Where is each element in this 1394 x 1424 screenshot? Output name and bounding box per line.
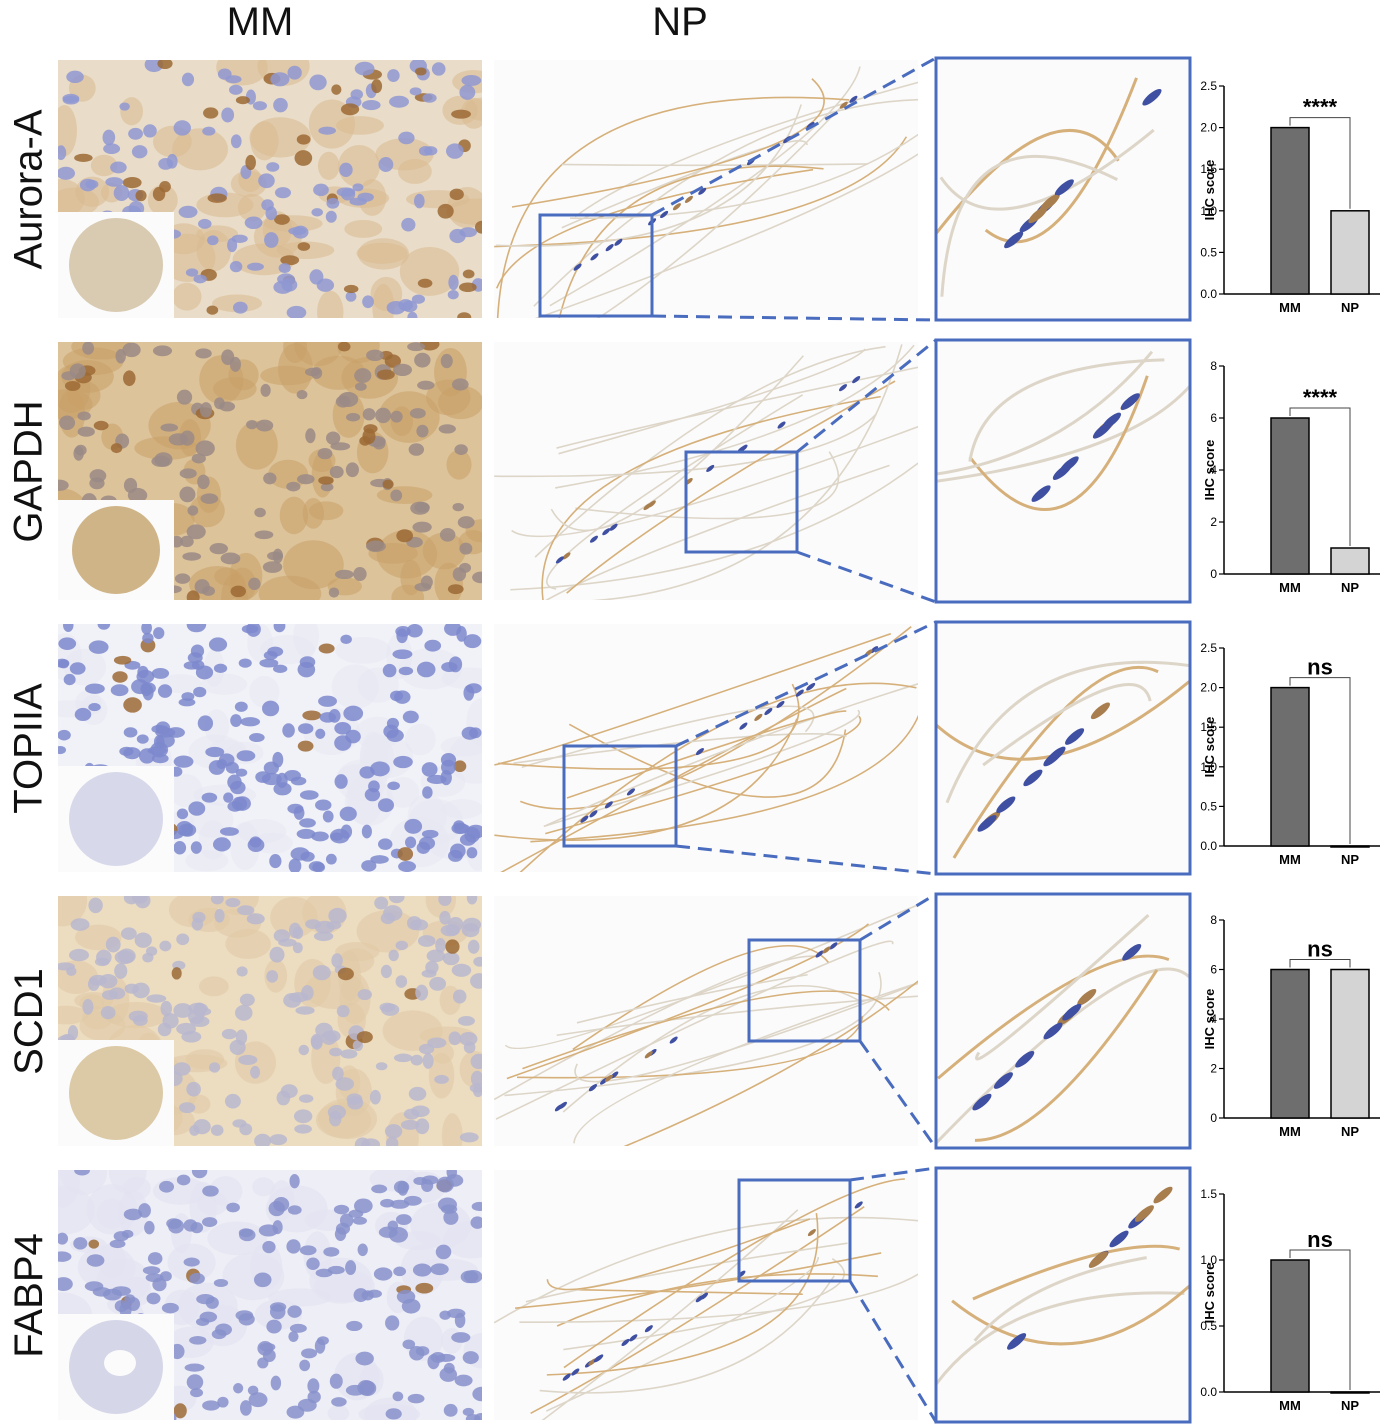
y-tick-label: 4 (1210, 463, 1217, 477)
x-tick-label: NP (1341, 1398, 1359, 1413)
y-tick-label: 2.0 (1200, 121, 1217, 135)
bar (1330, 547, 1370, 575)
ihc-bar-chart: IHC score 0.0 0.5 1.0 1.5 MM NP ns (1200, 1187, 1380, 1413)
bar (1330, 1391, 1370, 1394)
y-tick-label: 0.5 (1200, 1319, 1217, 1333)
y-tick-label: 2.5 (1200, 79, 1217, 93)
significance-bracket (1289, 117, 1351, 209)
y-tick-label: 6 (1210, 411, 1217, 425)
y-tick-label: 1.5 (1200, 720, 1217, 734)
significance-label: ns (1307, 655, 1333, 680)
zoom-micrograph (936, 58, 1190, 320)
y-tick-label: 1.5 (1200, 162, 1217, 176)
y-tick-label: 0.5 (1200, 799, 1217, 813)
y-axis-label: IHC score (1202, 440, 1217, 501)
tma-core-thumbnail (58, 500, 174, 600)
mm-micrograph (58, 60, 482, 318)
tma-core-thumbnail (58, 766, 174, 872)
significance-bracket (1289, 959, 1351, 968)
significance-label: **** (1303, 95, 1338, 120)
y-axis-label: IHC score (1202, 160, 1217, 221)
y-tick-label: 2.5 (1200, 641, 1217, 655)
x-tick-label: MM (1279, 852, 1301, 867)
y-tick-label: 1.5 (1200, 1187, 1217, 1201)
zoom-micrograph (936, 1168, 1190, 1422)
np-micrograph (494, 60, 918, 318)
row-label: GAPDH (6, 399, 51, 543)
y-tick-label: 0.5 (1200, 245, 1217, 259)
y-tick-label: 8 (1210, 359, 1217, 373)
bar (1330, 845, 1370, 848)
row-label: TOPIIA (6, 682, 51, 814)
y-axis-label: IHC score (1202, 1263, 1217, 1324)
y-tick-label: 2 (1210, 515, 1217, 529)
bar (1330, 210, 1370, 295)
y-axis-label: IHC score (1202, 989, 1217, 1050)
x-tick-label: MM (1279, 1398, 1301, 1413)
mm-micrograph (58, 896, 482, 1146)
np-micrograph (494, 1170, 918, 1420)
zoom-micrograph (936, 622, 1190, 874)
y-tick-label: 1.0 (1200, 760, 1217, 774)
row-label: FABP4 (6, 1232, 51, 1358)
column-header-mm: MM (226, 0, 294, 44)
np-micrograph (494, 624, 918, 872)
significance-bracket (1289, 407, 1351, 546)
y-tick-label: 1.0 (1200, 204, 1217, 218)
x-tick-label: NP (1341, 1124, 1359, 1139)
significance-bracket (1289, 677, 1351, 844)
y-tick-label: 2.0 (1200, 681, 1217, 695)
y-tick-label: 0.0 (1200, 1385, 1217, 1399)
tma-core-thumbnail (58, 1314, 174, 1420)
tma-core-thumbnail (58, 212, 174, 318)
bar (1270, 686, 1310, 847)
y-tick-label: 6 (1210, 963, 1217, 977)
y-tick-label: 0 (1210, 567, 1217, 581)
significance-label: **** (1303, 385, 1338, 410)
significance-label: ns (1307, 1227, 1333, 1252)
mm-micrograph (58, 342, 482, 600)
y-tick-label: 0 (1210, 1111, 1217, 1125)
bar (1270, 1259, 1310, 1393)
y-tick-label: 8 (1210, 913, 1217, 927)
ihc-bar-chart: IHC score 0 2 4 6 8 MM NP **** (1202, 359, 1380, 595)
row-label: SCD1 (6, 967, 51, 1075)
y-tick-label: 0.0 (1200, 839, 1217, 853)
mm-micrograph (58, 1170, 482, 1420)
np-micrograph (494, 896, 918, 1146)
ihc-bar-chart: IHC score 0.0 0.5 1.0 1.5 2.0 2.5 MM NP ns (1200, 641, 1380, 867)
zoom-micrograph (936, 340, 1190, 602)
x-tick-label: MM (1279, 580, 1301, 595)
bar (1270, 417, 1310, 575)
x-tick-label: NP (1341, 580, 1359, 595)
np-micrograph (494, 342, 918, 600)
y-tick-label: 2 (1210, 1062, 1217, 1076)
significance-bracket (1289, 1249, 1351, 1390)
column-header-np: NP (652, 0, 708, 44)
row-label: Aurora-A (6, 108, 51, 270)
bar (1270, 968, 1310, 1119)
bar (1330, 968, 1370, 1119)
y-tick-label: 0.0 (1200, 287, 1217, 301)
x-tick-label: NP (1341, 300, 1359, 315)
x-tick-label: MM (1279, 1124, 1301, 1139)
mm-micrograph (58, 624, 482, 872)
y-axis-label: IHC score (1202, 717, 1217, 778)
ihc-bar-chart: IHC score 0.0 0.5 1.0 1.5 2.0 2.5 MM NP **** (1200, 79, 1380, 315)
x-tick-label: NP (1341, 852, 1359, 867)
zoom-micrograph (936, 894, 1190, 1148)
bar (1270, 126, 1310, 295)
tma-core-thumbnail (58, 1040, 174, 1146)
y-tick-label: 1.0 (1200, 1253, 1217, 1267)
significance-label: ns (1307, 937, 1333, 962)
x-tick-label: MM (1279, 300, 1301, 315)
y-tick-label: 4 (1210, 1012, 1217, 1026)
ihc-bar-chart: IHC score 0 2 4 6 8 MM NP ns (1202, 913, 1380, 1139)
